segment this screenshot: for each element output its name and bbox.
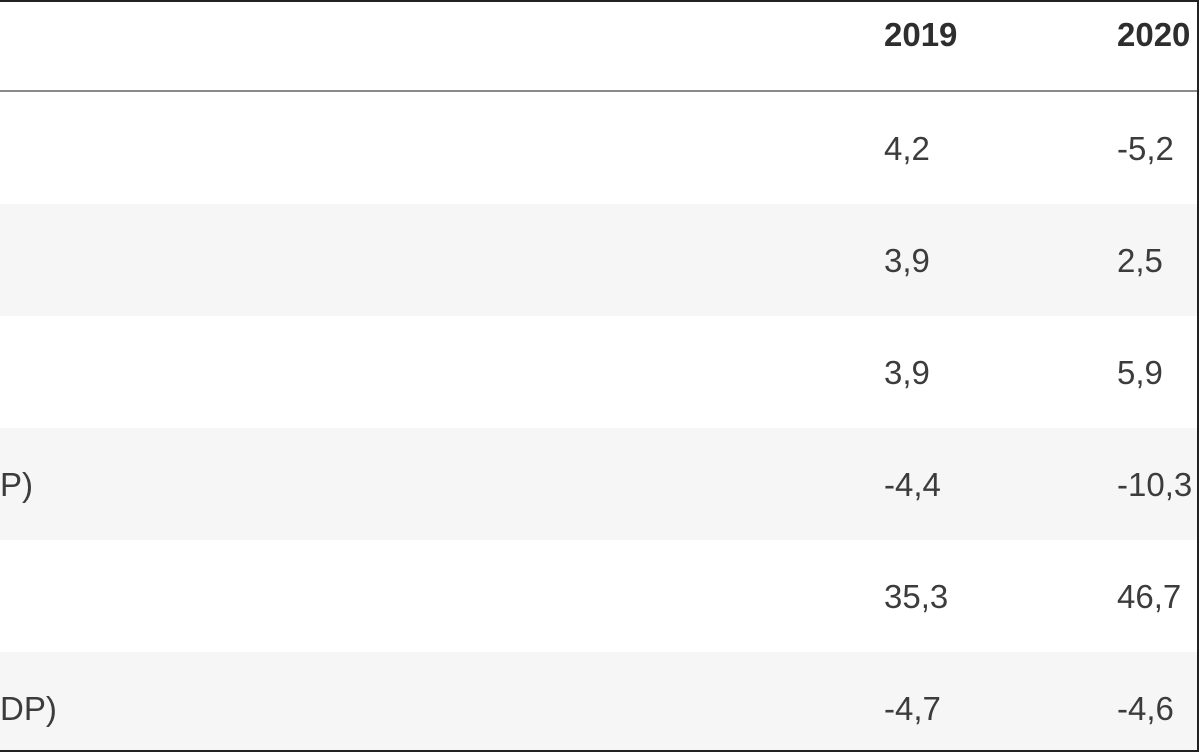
cell-2019: -4,4	[884, 466, 941, 503]
table-row: P) -4,4 -10,3	[0, 428, 1197, 540]
cell-2020: -10,3	[1117, 466, 1193, 503]
table-row: 3,9 2,5	[0, 204, 1197, 316]
cell-2019: 3,9	[884, 242, 930, 279]
cell-2019: 3,9	[884, 354, 930, 391]
cell-2020: 5,9	[1117, 354, 1163, 391]
cell-2020: 2,5	[1117, 242, 1163, 279]
table-row: 3,9 5,9	[0, 316, 1197, 428]
table-header-row: 2019 2020	[0, 2, 1197, 92]
column-header-2020: 2020	[1117, 16, 1191, 53]
row-label: DP)	[0, 690, 57, 727]
cell-2020: -5,2	[1117, 130, 1174, 167]
cell-2019: 35,3	[884, 578, 949, 615]
row-label: P)	[0, 466, 33, 503]
table-row: DP) -4,7 -4,6	[0, 652, 1197, 750]
cell-2020: -4,6	[1117, 690, 1174, 727]
cell-2020: 46,7	[1117, 578, 1182, 615]
cell-2019: 4,2	[884, 130, 930, 167]
table-row: 35,3 46,7	[0, 540, 1197, 652]
column-header-2019: 2019	[884, 16, 958, 53]
cell-2019: -4,7	[884, 690, 941, 727]
table-row: 4,2 -5,2	[0, 92, 1197, 204]
